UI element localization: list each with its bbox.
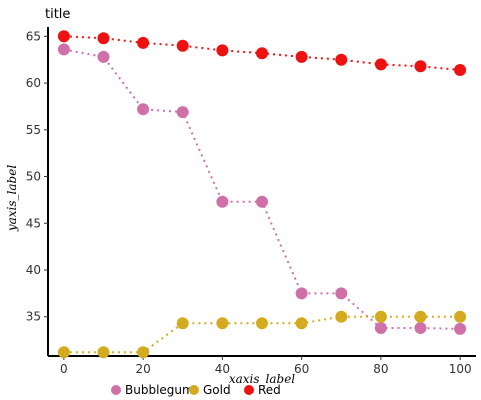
x-tick-label: 100	[449, 362, 472, 376]
series-red	[57, 30, 467, 76]
data-point-gold	[454, 310, 467, 323]
data-point-gold	[97, 346, 110, 359]
data-point-red	[414, 60, 427, 73]
data-point-gold	[414, 310, 427, 323]
data-point-bubblegum	[57, 43, 70, 56]
data-point-gold	[137, 346, 150, 359]
legend-item-red: Red	[244, 383, 281, 397]
data-point-red	[335, 53, 348, 66]
series-line-bubblegum	[63, 48, 461, 330]
legend-label: Red	[258, 383, 281, 397]
data-point-bubblegum	[454, 322, 467, 335]
x-tick-label: 20	[135, 362, 150, 376]
data-point-gold	[374, 310, 387, 323]
chart-title: title	[45, 7, 70, 22]
series-layer	[57, 30, 467, 359]
data-point-bubblegum	[335, 287, 348, 300]
x-tick-label: 60	[294, 362, 309, 376]
data-point-bubblegum	[97, 50, 110, 63]
y-tick-label: 40	[26, 263, 41, 277]
y-axis-label: yaxis_label	[5, 165, 19, 232]
data-point-red	[374, 58, 387, 71]
data-point-red	[216, 44, 229, 57]
x-tick-label: 0	[60, 362, 68, 376]
legend-swatch	[244, 385, 254, 395]
y-tick-label: 65	[26, 29, 41, 43]
data-point-gold	[256, 317, 268, 330]
legend-swatch	[189, 385, 199, 395]
y-tick-label: 55	[26, 123, 41, 137]
data-point-bubblegum	[137, 103, 150, 116]
legend-item-gold: Gold	[189, 383, 231, 397]
data-point-bubblegum	[256, 195, 268, 208]
legend-item-bubblegum: Bubblegum	[111, 383, 194, 397]
y-tick-label: 45	[26, 216, 41, 230]
data-point-bubblegum	[295, 287, 308, 300]
data-point-gold	[216, 317, 229, 330]
series-gold	[57, 310, 467, 359]
legend-label: Gold	[203, 383, 231, 397]
series-line-gold	[63, 315, 461, 354]
data-point-gold	[335, 310, 348, 323]
x-tick-label: 80	[373, 362, 388, 376]
y-tick-label: 35	[26, 310, 41, 324]
data-point-red	[176, 39, 189, 52]
axes: 35 40 45 50 55 60 65 0 20 40 60 80 100	[26, 27, 476, 376]
legend-label: Bubblegum	[125, 383, 194, 397]
data-point-red	[256, 47, 268, 60]
data-point-red	[57, 30, 70, 43]
series-bubblegum	[57, 43, 467, 335]
data-point-gold	[57, 346, 70, 359]
x-tick-label: 40	[215, 362, 230, 376]
legend: Bubblegum Gold Red	[111, 383, 281, 397]
data-point-gold	[176, 317, 189, 330]
x-axis-label: xaxis_label	[229, 372, 295, 386]
data-point-bubblegum	[216, 195, 229, 208]
data-point-red	[454, 64, 467, 76]
y-tick-label: 60	[26, 76, 41, 90]
data-point-red	[97, 32, 110, 45]
data-point-bubblegum	[414, 322, 427, 334]
data-point-bubblegum	[374, 322, 387, 334]
data-point-gold	[295, 317, 308, 330]
y-tick-label: 50	[26, 170, 41, 184]
legend-swatch	[111, 385, 121, 395]
data-point-red	[295, 50, 308, 63]
data-point-bubblegum	[176, 106, 189, 119]
data-point-red	[137, 36, 150, 49]
